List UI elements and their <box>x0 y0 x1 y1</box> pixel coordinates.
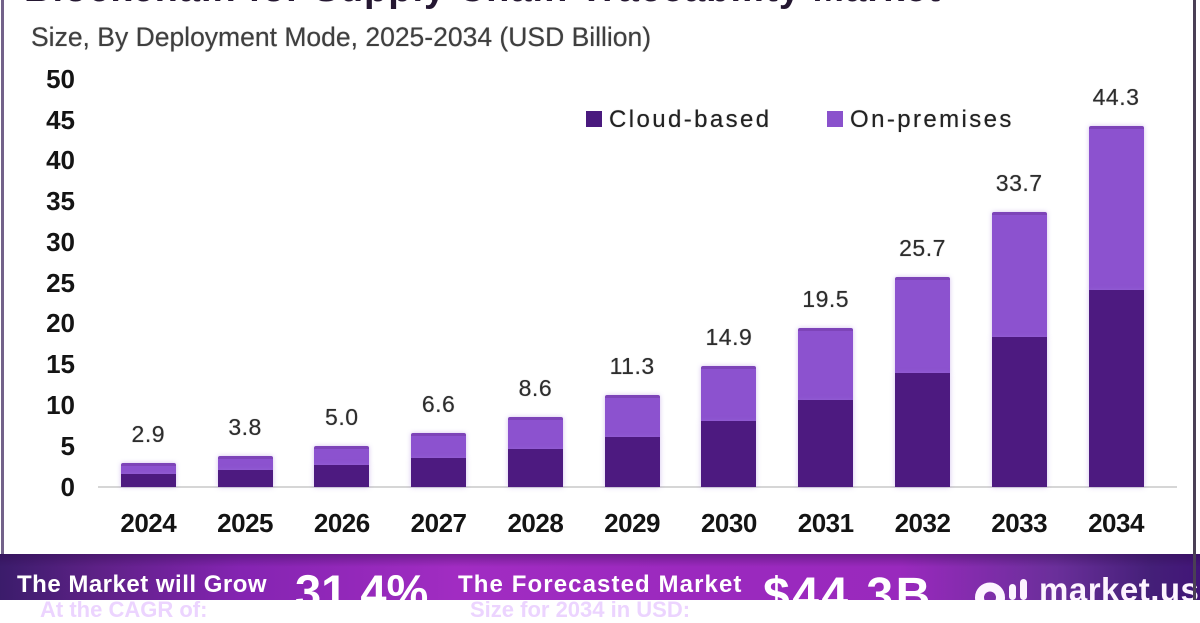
svg-text:market.us: market.us <box>1039 571 1199 600</box>
